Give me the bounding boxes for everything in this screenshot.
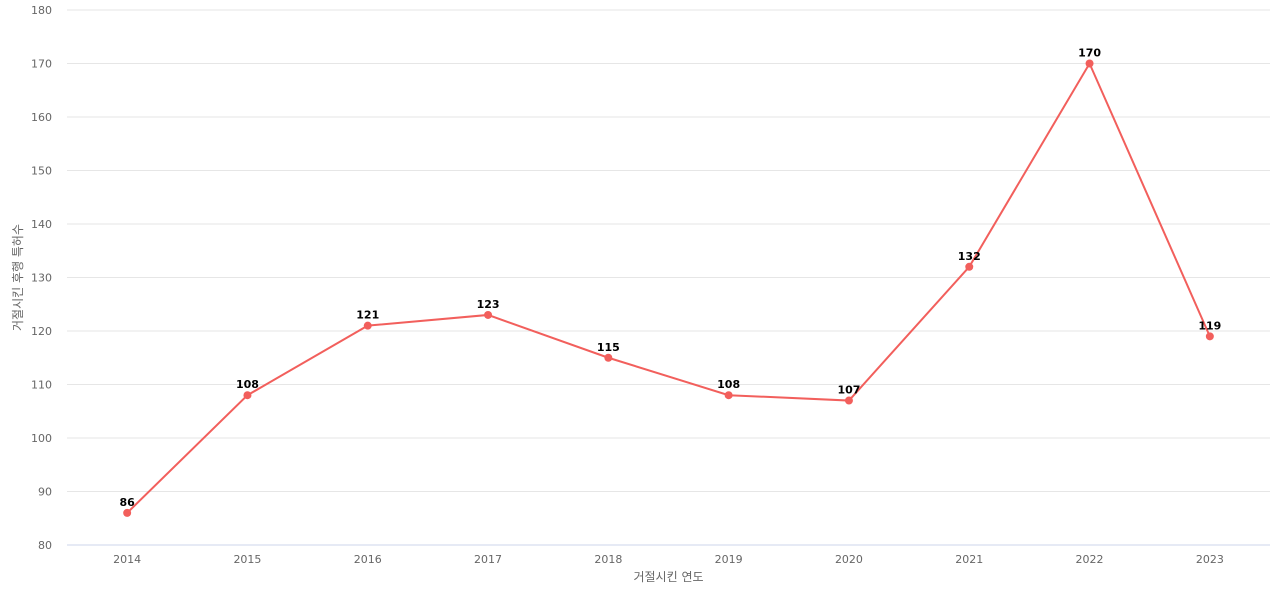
data-point-2018[interactable]: [604, 353, 613, 362]
y-tick-label-130: 130: [31, 272, 52, 285]
data-point-2016[interactable]: [363, 321, 372, 330]
x-tick-label-2015: 2015: [233, 553, 261, 566]
data-point-2021[interactable]: [965, 262, 974, 271]
data-label-2023: 119: [1198, 319, 1221, 332]
y-tick-label-90: 90: [38, 486, 52, 499]
data-label-2018: 115: [597, 341, 620, 354]
x-axis-title: 거절시킨 연도: [633, 570, 703, 584]
data-label-2015: 108: [236, 378, 259, 391]
x-tick-label-2021: 2021: [955, 553, 983, 566]
x-tick-label-2016: 2016: [354, 553, 382, 566]
x-axis-tick-labels: 2014 2015 2016 2017 2018 2019 2020 2021 2022 2023: [113, 553, 1224, 566]
x-tick-label-2022: 2022: [1076, 553, 1104, 566]
y-tick-label-140: 140: [31, 218, 52, 231]
data-label-2020: 107: [837, 384, 860, 397]
data-point-2017[interactable]: [484, 310, 493, 319]
data-label-2017: 123: [477, 298, 500, 311]
data-point-2022[interactable]: [1085, 59, 1094, 68]
x-tick-label-2023: 2023: [1196, 553, 1224, 566]
data-label-2022: 170: [1078, 47, 1101, 60]
y-gridlines: [67, 9, 1270, 492]
x-tick-label-2019: 2019: [715, 553, 743, 566]
data-label-2016: 121: [356, 309, 379, 322]
y-tick-label-110: 110: [31, 379, 52, 392]
x-tick-label-2017: 2017: [474, 553, 502, 566]
data-point-2019[interactable]: [724, 391, 733, 400]
data-labels: 86 108 121 123 115 108 107 132 170 119: [119, 47, 1221, 509]
series-line-0: [126, 61, 1211, 514]
y-tick-label-120: 120: [31, 325, 52, 338]
data-point-2023[interactable]: [1205, 332, 1214, 341]
y-axis-title: 거절시킨 후행 특허수: [10, 224, 25, 331]
data-point-2020[interactable]: [844, 396, 853, 405]
x-tick-label-2014: 2014: [113, 553, 141, 566]
y-tick-label-80: 80: [38, 539, 52, 552]
y-tick-label-180: 180: [31, 4, 52, 17]
data-point-2015[interactable]: [243, 391, 252, 400]
x-tick-label-2020: 2020: [835, 553, 863, 566]
y-tick-label-170: 170: [31, 58, 52, 71]
series-group: [123, 59, 1214, 517]
data-label-2019: 108: [717, 378, 740, 391]
data-label-2021: 132: [958, 250, 981, 263]
y-tick-label-150: 150: [31, 165, 52, 178]
y-tick-label-100: 100: [31, 432, 52, 445]
data-label-2014: 86: [119, 496, 135, 509]
x-tick-label-2018: 2018: [594, 553, 622, 566]
y-tick-label-160: 160: [31, 111, 52, 124]
data-point-2014[interactable]: [123, 508, 132, 517]
y-axis-tick-labels: 80 90 100 110 120 130 140 150 160 170 180: [31, 4, 52, 552]
